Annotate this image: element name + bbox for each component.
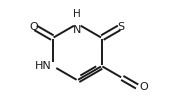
Text: O: O bbox=[140, 82, 149, 92]
Text: HN: HN bbox=[35, 61, 52, 71]
Text: O: O bbox=[30, 22, 38, 32]
Text: N: N bbox=[73, 25, 82, 35]
Text: S: S bbox=[117, 22, 124, 32]
Text: H: H bbox=[74, 9, 81, 19]
